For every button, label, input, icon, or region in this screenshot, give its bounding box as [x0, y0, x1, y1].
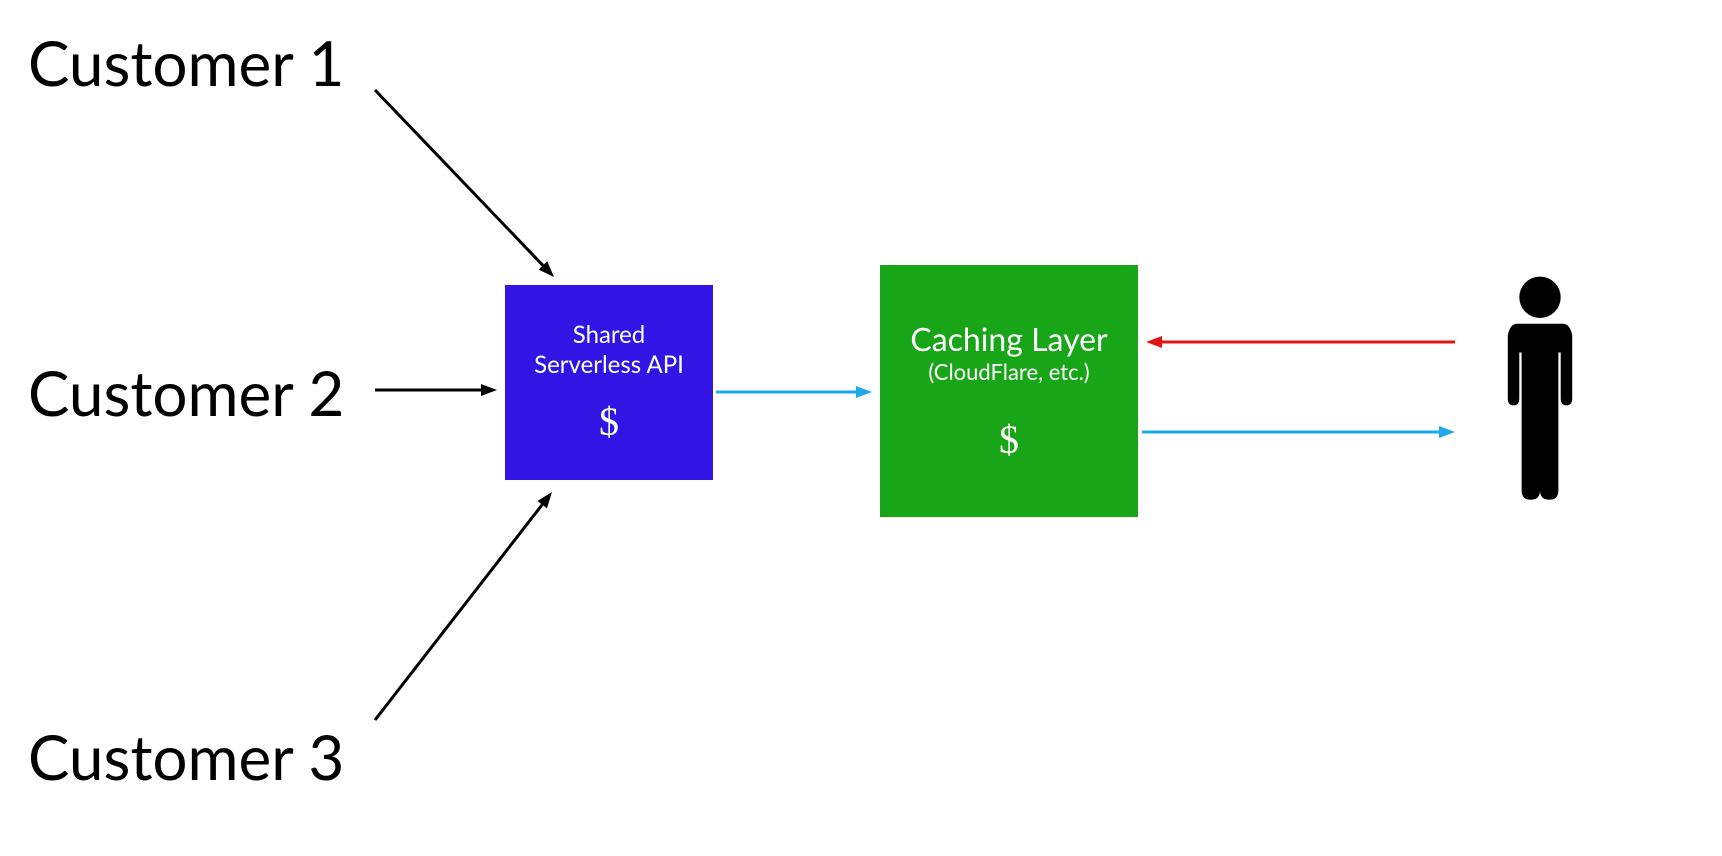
shared-serverless-api-node: Shared Serverless API $	[505, 285, 713, 480]
cache-title: Caching Layer	[910, 319, 1107, 359]
edge-c3-to-api	[375, 505, 542, 720]
person-icon	[1480, 272, 1600, 502]
customer-2-label: Customer 2	[28, 356, 344, 430]
caching-layer-node: Caching Layer (CloudFlare, etc.) $	[880, 265, 1138, 517]
architecture-diagram: Customer 1 Customer 2 Customer 3 Shared …	[0, 0, 1722, 856]
arrowhead-api-to-cache	[856, 386, 872, 398]
api-title-line2: Serverless API	[534, 350, 684, 379]
cache-cost-icon: $	[999, 416, 1019, 463]
api-title-line1: Shared	[573, 320, 646, 349]
arrowhead-c1-to-api	[539, 261, 554, 277]
customer-1-label: Customer 1	[28, 26, 344, 100]
arrowhead-c3-to-api	[537, 492, 552, 508]
edge-c1-to-api	[375, 90, 543, 265]
arrowhead-c2-to-api	[481, 384, 497, 396]
arrowhead-person-to-cache	[1146, 336, 1162, 348]
cache-subtitle: (CloudFlare, etc.)	[928, 359, 1089, 385]
customer-3-label: Customer 3	[28, 720, 344, 794]
arrowhead-cache-to-person	[1439, 426, 1455, 438]
api-cost-icon: $	[599, 398, 619, 445]
